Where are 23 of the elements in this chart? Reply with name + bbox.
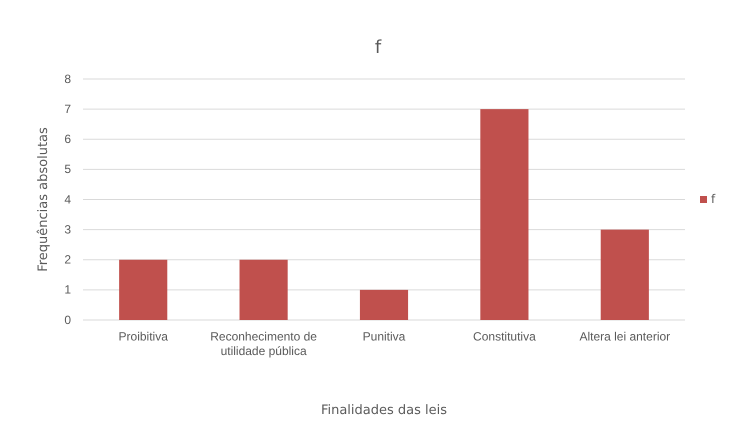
bar [240, 260, 288, 320]
y-tick-label: 7 [64, 102, 72, 116]
y-tick-label: 8 [64, 72, 72, 86]
legend-label: f [711, 192, 716, 206]
bar [600, 230, 649, 320]
x-tick-label: Proibitiva [118, 330, 168, 344]
y-tick-label: 6 [64, 132, 72, 146]
y-tick-label: 4 [64, 192, 72, 206]
y-tick-label: 3 [64, 222, 72, 236]
bar [480, 109, 528, 320]
x-tick-label: Punitiva [362, 330, 406, 344]
x-axis-title: Finalidades das leis [320, 403, 448, 418]
y-axis-title: Frequências absolutas [36, 126, 51, 272]
y-tick-label: 5 [64, 162, 72, 176]
x-tick-label: Reconhecimento de utilidade pública [210, 330, 318, 358]
x-tick-label: Constitutiva [473, 330, 536, 344]
y-tick-label: 2 [64, 252, 72, 267]
y-tick-label: 0 [64, 312, 72, 327]
y-tick-label: 1 [64, 282, 72, 297]
x-tick-label: Altera lei anterior [579, 330, 670, 344]
chart-title: f [374, 37, 382, 58]
bar [119, 260, 168, 320]
bar [360, 290, 408, 320]
